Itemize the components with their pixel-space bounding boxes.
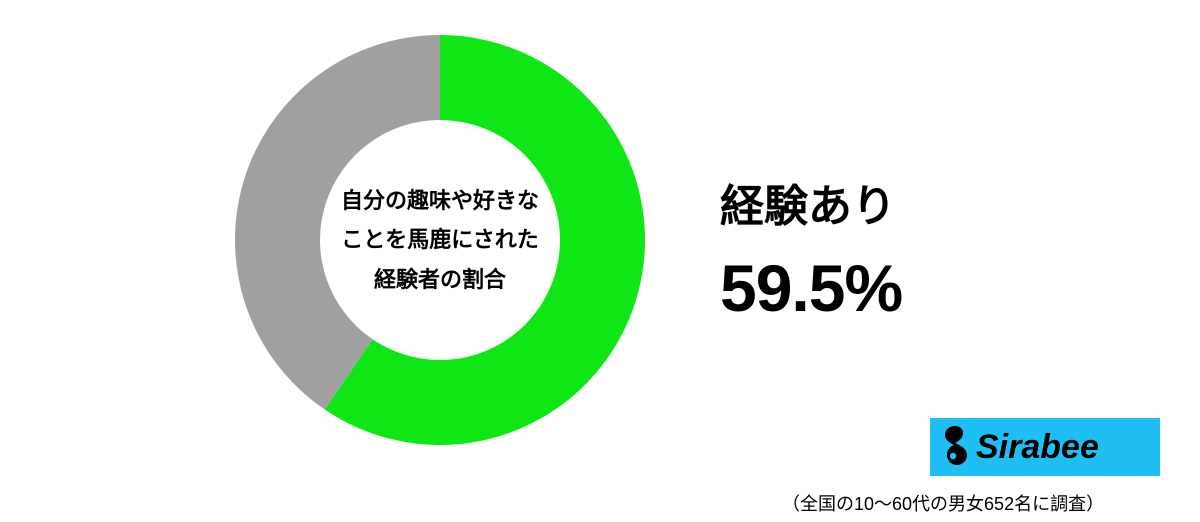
sirabee-logo-mark-icon [940,424,970,471]
center-line-2: ことを馬鹿にされた [310,220,570,260]
center-line-3: 経験者の割合 [310,260,570,300]
infographic-stage: 自分の趣味や好きな ことを馬鹿にされた 経験者の割合 経験あり 59.5% Si… [0,0,1200,522]
callout-value: 59.5% [720,250,902,326]
donut-center-label: 自分の趣味や好きな ことを馬鹿にされた 経験者の割合 [310,181,570,300]
survey-footnote: （全国の10〜60代の男女652名に調査） [782,490,1104,516]
sirabee-logo-text: Sirabee [976,428,1099,467]
callout-label: 経験あり [720,170,896,234]
center-line-1: 自分の趣味や好きな [310,181,570,221]
sirabee-logo: Sirabee [930,418,1160,476]
